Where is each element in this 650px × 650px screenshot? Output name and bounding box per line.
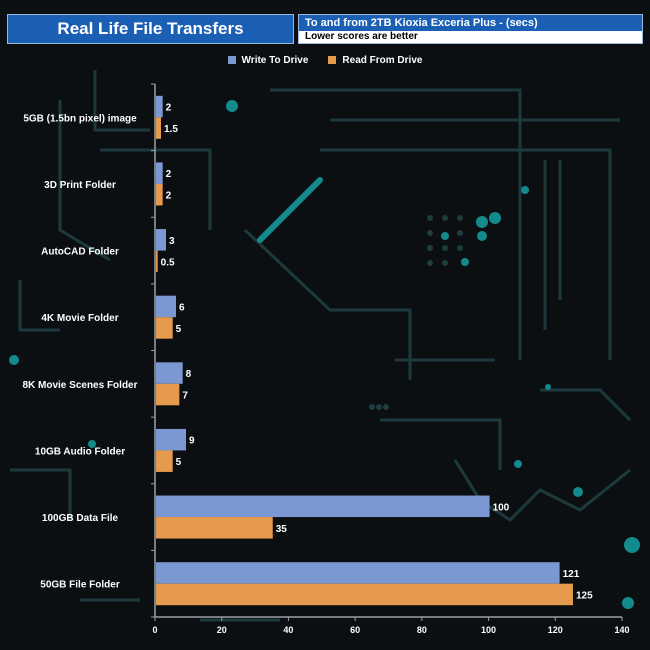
bar-read <box>156 317 173 339</box>
data-label-write: 2 <box>166 103 172 114</box>
category-label: 3D Print Folder <box>44 180 116 191</box>
bar-write <box>156 95 163 118</box>
x-tick-label: 60 <box>350 625 360 635</box>
bar-read <box>156 250 158 273</box>
data-label-read: 0.5 <box>161 257 175 268</box>
x-tick-label: 0 <box>152 625 157 635</box>
chart-subtitle: To and from 2TB Kioxia Exceria Plus - (s… <box>299 15 642 31</box>
category-label: 4K Movie Folder <box>41 313 118 324</box>
legend-swatch-write <box>227 56 236 64</box>
bar-read <box>156 517 273 539</box>
legend-label-read: Read From Drive <box>342 54 423 66</box>
data-label-read: 7 <box>182 391 188 402</box>
x-tick-label: 100 <box>481 625 496 635</box>
x-tick-label: 40 <box>283 625 293 635</box>
data-label-read: 1.5 <box>164 124 178 135</box>
category-label: 5GB (1.5bn pixel) image <box>23 113 137 124</box>
bar-read <box>156 583 573 606</box>
data-label-read: 125 <box>576 590 593 601</box>
bar-read <box>156 383 180 406</box>
data-label-write: 100 <box>493 502 510 513</box>
bar-read <box>156 117 162 139</box>
data-label-write: 9 <box>189 436 195 447</box>
bar-write <box>156 229 167 251</box>
data-label-write: 6 <box>179 302 185 313</box>
bar-write <box>156 428 187 451</box>
chart-note: Lower scores are better <box>299 31 642 43</box>
subtitle-panel: To and from 2TB Kioxia Exceria Plus - (s… <box>298 14 643 44</box>
category-label: AutoCAD Folder <box>41 247 119 258</box>
category-label: 8K Movie Scenes Folder <box>22 380 137 391</box>
category-label: 50GB File Folder <box>40 580 120 591</box>
bar-write <box>156 295 177 318</box>
bar-write <box>156 562 560 584</box>
legend-item-write: Write To Drive <box>227 53 309 67</box>
bar-write <box>156 362 183 384</box>
x-tick-label: 80 <box>417 625 427 635</box>
data-label-read: 5 <box>176 324 182 335</box>
legend: Write To Drive Read From Drive <box>0 53 650 67</box>
chart-title: Real Life File Transfers <box>7 14 294 44</box>
x-tick-label: 20 <box>217 625 227 635</box>
x-tick-label: 120 <box>548 625 563 635</box>
bar-read <box>156 450 173 472</box>
data-label-write: 121 <box>563 569 580 580</box>
legend-item-read: Read From Drive <box>328 53 422 67</box>
data-label-write: 8 <box>186 369 192 380</box>
bar-read <box>156 183 163 206</box>
legend-label-write: Write To Drive <box>241 54 309 66</box>
bar-write <box>156 495 490 518</box>
data-label-read: 2 <box>166 191 172 202</box>
bar-write <box>156 162 163 184</box>
data-label-read: 35 <box>276 524 288 535</box>
legend-swatch-read <box>328 56 337 64</box>
data-label-write: 2 <box>166 169 172 180</box>
data-label-write: 3 <box>169 236 175 247</box>
data-label-read: 5 <box>176 457 182 468</box>
category-label: 100GB Data File <box>42 513 119 524</box>
category-label: 10GB Audio Folder <box>35 446 125 457</box>
x-tick-label: 140 <box>614 625 629 635</box>
